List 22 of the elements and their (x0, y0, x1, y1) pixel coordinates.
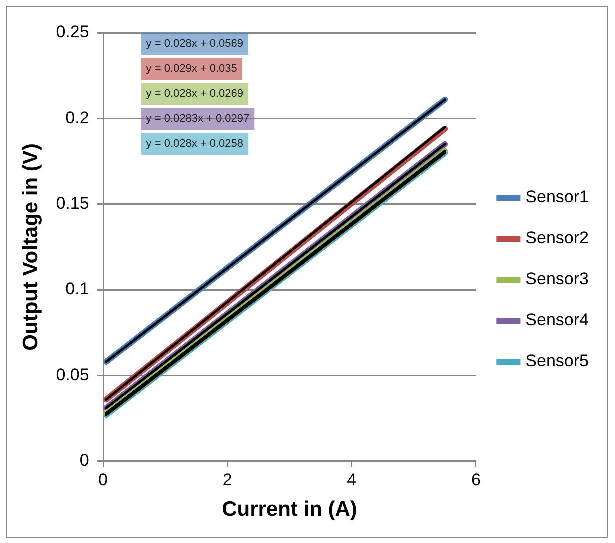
legend-label: Sensor4 (526, 310, 590, 330)
y-tick-label: 0.15 (56, 194, 90, 214)
legend-label: Sensor1 (526, 188, 590, 207)
legend-label: Sensor3 (526, 270, 590, 289)
annotation: y = 0.0283x + 0.0297 (146, 113, 250, 126)
y-tick-label: 0.25 (56, 22, 90, 42)
y-tick-label: 0.1 (66, 280, 90, 299)
x-tick-label: 0 (98, 470, 108, 490)
annotation: y = 0.028x + 0.0569 (146, 38, 244, 50)
x-axis-title: Current in (A) (222, 498, 358, 522)
y-tick-label: 0.05 (56, 365, 90, 384)
legend-label: Sensor2 (526, 228, 590, 248)
annotation: y = 0.028x + 0.0258 (146, 138, 244, 150)
y-axis-title: Output Voltage in (V) (19, 144, 42, 351)
x-tick-label: 6 (471, 470, 481, 490)
x-tick-label: 4 (347, 470, 357, 490)
x-tick-label: 2 (222, 470, 232, 490)
legend-label: Sensor5 (526, 352, 590, 371)
y-tick-label: 0.2 (66, 108, 90, 128)
y-tick-label: 0 (80, 451, 90, 470)
annotation: y = 0.028x + 0.0269 (146, 88, 244, 100)
annotation: y = 0.029x + 0.035 (146, 63, 238, 76)
